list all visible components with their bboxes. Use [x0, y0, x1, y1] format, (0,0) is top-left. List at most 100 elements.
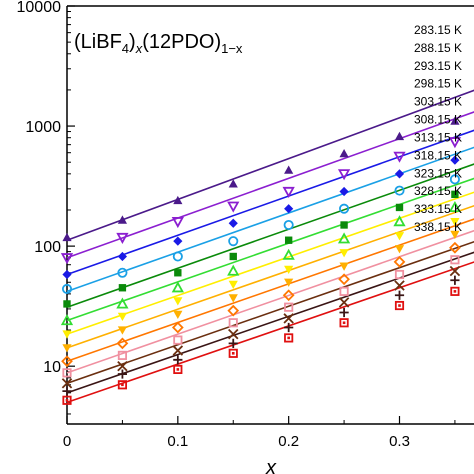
data-points — [60, 116, 462, 405]
data-point-dot — [342, 321, 346, 325]
fit-line — [66, 251, 474, 394]
data-point — [449, 174, 460, 185]
data-point — [62, 232, 72, 242]
data-point — [172, 345, 184, 356]
data-point-dot — [65, 398, 69, 402]
data-point — [284, 333, 294, 343]
data-point — [62, 368, 72, 378]
data-point — [394, 245, 405, 254]
data-point — [173, 335, 183, 345]
data-point — [448, 200, 462, 213]
data-point — [450, 155, 460, 165]
data-point — [228, 328, 239, 340]
data-point — [62, 269, 72, 280]
data-point — [228, 338, 238, 348]
fit-lines — [66, 89, 474, 404]
data-point-frame — [450, 286, 460, 296]
data-point — [394, 185, 405, 196]
data-point — [450, 230, 460, 240]
data-point — [395, 203, 404, 212]
data-point — [339, 148, 349, 158]
data-point — [339, 186, 349, 197]
data-point — [117, 326, 128, 335]
data-point — [450, 286, 460, 296]
data-point — [173, 195, 183, 205]
data-point — [173, 236, 183, 246]
data-point — [173, 297, 183, 306]
data-point — [394, 300, 405, 311]
data-point — [229, 252, 237, 261]
fit-line — [66, 146, 474, 293]
data-point — [450, 217, 460, 227]
data-point — [60, 253, 74, 265]
data-point — [61, 283, 73, 294]
legend-label: 333.15 K — [414, 202, 462, 216]
data-point — [394, 169, 405, 179]
fit-line — [66, 129, 474, 276]
data-point — [283, 219, 294, 231]
data-point-dot — [176, 368, 180, 371]
data-point — [62, 395, 72, 405]
data-point — [60, 314, 74, 326]
data-point-dot — [398, 304, 401, 307]
legend-label: 328.15 K — [414, 184, 462, 198]
data-point — [228, 348, 238, 358]
data-point — [227, 264, 240, 276]
legend-label: 283.15 K — [414, 23, 462, 37]
data-point — [284, 322, 294, 333]
data-point — [117, 360, 128, 372]
data-point — [338, 273, 350, 286]
fit-line — [66, 240, 474, 385]
data-point — [282, 186, 295, 198]
data-point — [284, 278, 294, 287]
data-point — [450, 275, 460, 285]
data-point — [62, 330, 72, 339]
data-point — [118, 284, 127, 292]
data-point — [117, 267, 128, 278]
data-point — [282, 248, 295, 260]
chart-title: (LiBF4)x(12PDO)1−x — [74, 31, 243, 56]
x-tick-label: 0.1 — [167, 433, 188, 450]
data-point — [117, 369, 128, 379]
data-point — [228, 280, 238, 289]
data-point — [117, 251, 128, 262]
data-point — [171, 321, 184, 334]
data-point — [450, 255, 460, 265]
y-tick-label: 10 — [43, 359, 61, 376]
data-point — [394, 131, 405, 141]
data-point — [337, 169, 351, 181]
data-point — [394, 232, 405, 241]
data-point — [449, 265, 461, 277]
data-point — [394, 290, 405, 300]
data-point — [228, 294, 238, 303]
data-point — [339, 249, 349, 258]
fit-line — [66, 177, 474, 322]
data-point — [228, 318, 238, 328]
data-point — [283, 313, 294, 324]
data-point — [340, 221, 348, 229]
data-point — [171, 217, 184, 229]
data-point — [171, 281, 184, 293]
data-point — [394, 280, 405, 291]
axes: 00.10.20.30.40.50.610100100010000 — [17, 0, 474, 450]
data-point-frame — [339, 318, 349, 328]
data-point — [117, 312, 128, 321]
data-point — [284, 302, 294, 312]
x-axis-label: x — [265, 457, 277, 474]
x-tick-label: 0 — [63, 433, 71, 450]
data-point — [117, 380, 127, 390]
data-point — [174, 269, 182, 277]
data-point — [338, 297, 350, 308]
data-point-dot — [121, 383, 124, 387]
legend-label: 293.15 K — [414, 59, 462, 73]
fit-line — [66, 218, 474, 362]
data-point — [337, 232, 351, 244]
data-point — [116, 297, 129, 309]
x-tick-label: 0.3 — [389, 433, 410, 450]
data-point — [61, 355, 73, 368]
data-point — [117, 350, 127, 360]
y-tick-label: 10000 — [17, 0, 62, 16]
data-point — [282, 289, 295, 302]
fit-line — [66, 204, 474, 349]
fit-line — [66, 111, 474, 259]
